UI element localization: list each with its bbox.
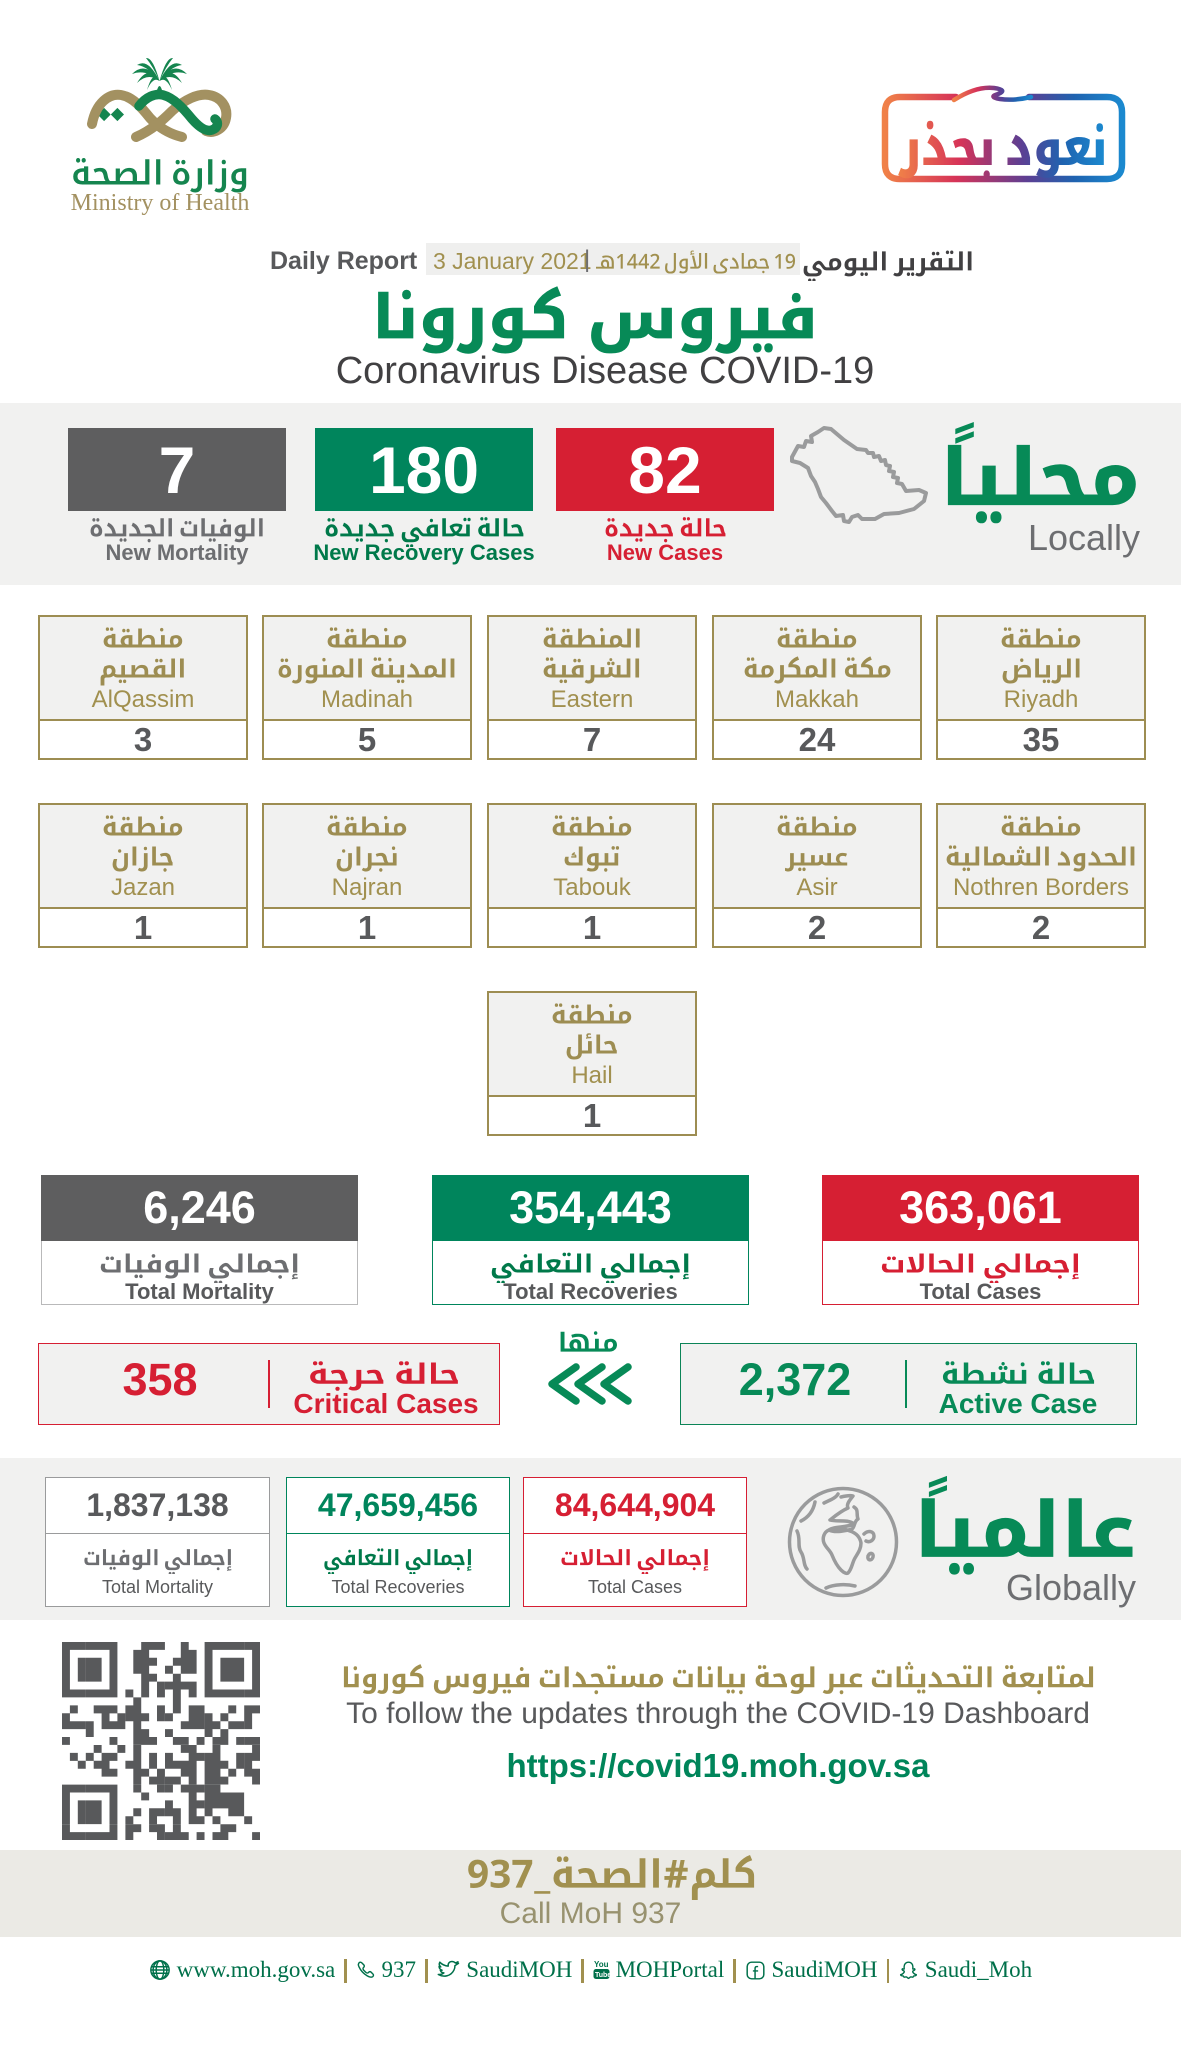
svg-text:Tube: Tube — [595, 1972, 610, 1979]
svg-text:You: You — [594, 1960, 609, 1969]
